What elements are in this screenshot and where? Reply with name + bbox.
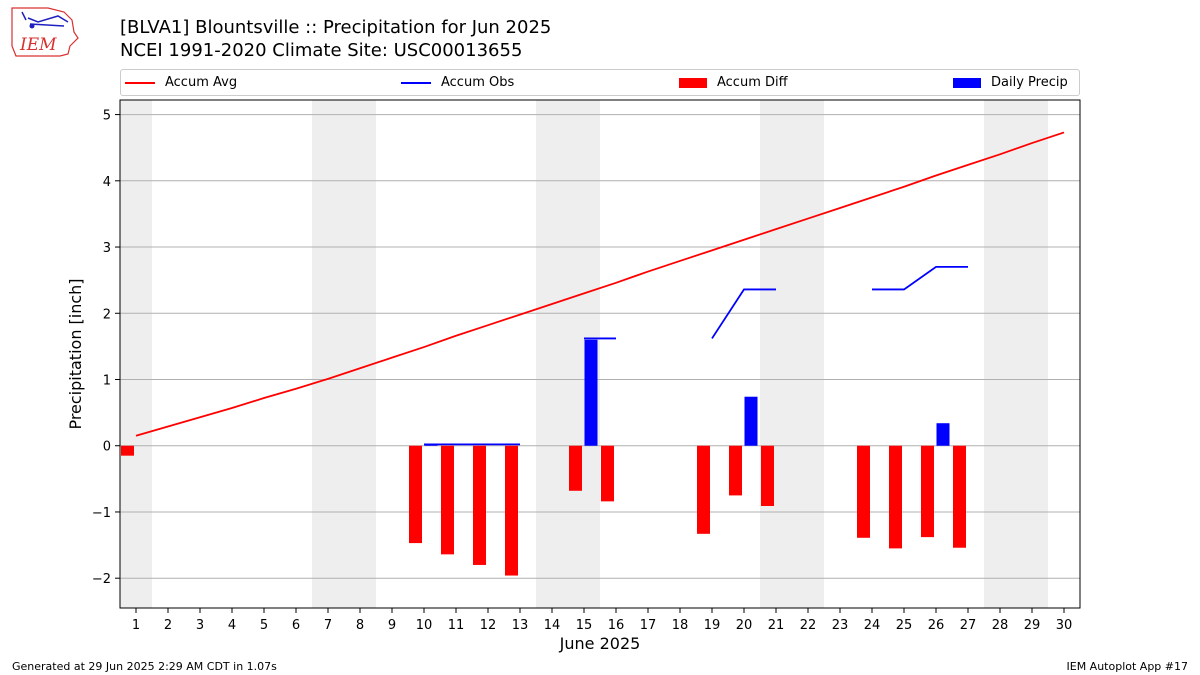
app-note: IEM Autoplot App #17 xyxy=(1066,660,1189,673)
x-tick-label: 8 xyxy=(356,618,364,633)
accum-diff-bar xyxy=(441,445,454,555)
x-tick-label: 14 xyxy=(544,618,561,633)
x-tick-label: 25 xyxy=(896,618,913,633)
y-tick-label: 4 xyxy=(103,175,111,190)
accum-diff-bar xyxy=(729,445,742,496)
weekend-shade xyxy=(312,100,376,608)
legend-swatch-accum-avg xyxy=(125,81,155,84)
y-tick-label: 3 xyxy=(103,241,111,256)
legend-swatch-accum-obs xyxy=(401,81,431,84)
legend-label: Accum Diff xyxy=(717,75,788,90)
accum-obs-line xyxy=(711,288,776,339)
x-tick-label: 17 xyxy=(640,618,657,633)
daily-precip-bar xyxy=(744,396,758,446)
accum-diff-bar xyxy=(857,445,870,538)
legend-item-daily-precip: Daily Precip xyxy=(953,70,1068,95)
x-tick-label: 27 xyxy=(960,618,977,633)
accum-avg-line xyxy=(135,131,1065,437)
x-tick-label: 18 xyxy=(672,618,689,633)
legend-item-accum-diff: Accum Diff xyxy=(679,70,788,95)
x-tick-label: 4 xyxy=(228,618,236,633)
y-axis-label: Precipitation [inch] xyxy=(66,278,85,429)
x-tick-label: 20 xyxy=(736,618,753,633)
x-tick-label: 12 xyxy=(480,618,497,633)
x-tick-label: 9 xyxy=(388,618,396,633)
x-tick-label: 11 xyxy=(448,618,465,633)
accum-diff-bar xyxy=(473,445,486,565)
accum-diff-bar xyxy=(409,445,422,544)
y-tick-label: 1 xyxy=(103,373,111,388)
accum-diff-bar xyxy=(761,445,774,507)
accum-diff-bar xyxy=(889,445,902,549)
legend-swatch-daily-precip xyxy=(953,77,981,88)
x-tick-label: 29 xyxy=(1024,618,1041,633)
x-tick-label: 30 xyxy=(1056,618,1073,633)
legend-swatch-accum-diff xyxy=(679,77,707,88)
legend-label: Accum Avg xyxy=(165,75,238,90)
daily-precip-bar xyxy=(584,339,598,446)
accum-diff-bar xyxy=(953,445,966,548)
accum-diff-bar xyxy=(569,445,582,491)
legend-item-accum-obs: Accum Obs xyxy=(401,70,514,95)
y-tick-label: −2 xyxy=(92,572,111,587)
y-tick-label: −1 xyxy=(92,506,111,521)
legend-item-accum-avg: Accum Avg xyxy=(125,70,237,95)
accum-obs-line xyxy=(872,266,968,291)
x-tick-label: 24 xyxy=(864,618,881,633)
generated-note: Generated at 29 Jun 2025 2:29 AM CDT in … xyxy=(12,660,277,673)
weekend-shade xyxy=(984,100,1048,608)
x-tick-label: 22 xyxy=(800,618,817,633)
x-tick-label: 19 xyxy=(704,618,721,633)
iem-logo: IEM xyxy=(11,7,79,57)
legend-label: Accum Obs xyxy=(441,75,515,90)
daily-precip-bar xyxy=(936,423,950,446)
y-tick-label: 5 xyxy=(103,109,111,124)
accum-diff-bar xyxy=(505,445,518,576)
x-tick-label: 23 xyxy=(832,618,849,633)
x-tick-label: 21 xyxy=(768,618,785,633)
x-tick-label: 7 xyxy=(324,618,332,633)
x-tick-label: 1 xyxy=(132,618,140,633)
x-tick-label: 16 xyxy=(608,618,625,633)
chart-subtitle: NCEI 1991-2020 Climate Site: USC00013655 xyxy=(120,40,523,61)
x-tick-label: 28 xyxy=(992,618,1009,633)
x-tick-label: 13 xyxy=(512,618,529,633)
x-tick-label: 15 xyxy=(576,618,593,633)
plot-frame xyxy=(119,99,1081,609)
x-tick-label: 26 xyxy=(928,618,945,633)
legend: Accum Avg Accum Obs Accum Diff Daily Pre… xyxy=(120,69,1080,96)
x-axis-label: June 2025 xyxy=(559,634,641,653)
accum-diff-bar xyxy=(601,445,614,502)
accum-diff-bar xyxy=(121,445,134,456)
y-tick-label: 0 xyxy=(103,440,111,455)
weekend-shade xyxy=(120,100,152,608)
y-tick-label: 2 xyxy=(103,307,111,322)
x-tick-label: 3 xyxy=(196,618,204,633)
legend-label: Daily Precip xyxy=(991,75,1068,90)
accum-diff-bar xyxy=(697,445,710,534)
x-tick-label: 5 xyxy=(260,618,268,633)
x-tick-label: 6 xyxy=(292,618,300,633)
logo-text: IEM xyxy=(19,35,57,55)
accum-diff-bar xyxy=(921,445,934,538)
x-tick-label: 2 xyxy=(164,618,172,633)
chart-title: [BLVA1] Blountsville :: Precipitation fo… xyxy=(120,17,552,38)
x-tick-label: 10 xyxy=(416,618,433,633)
weekend-shade xyxy=(760,100,824,608)
